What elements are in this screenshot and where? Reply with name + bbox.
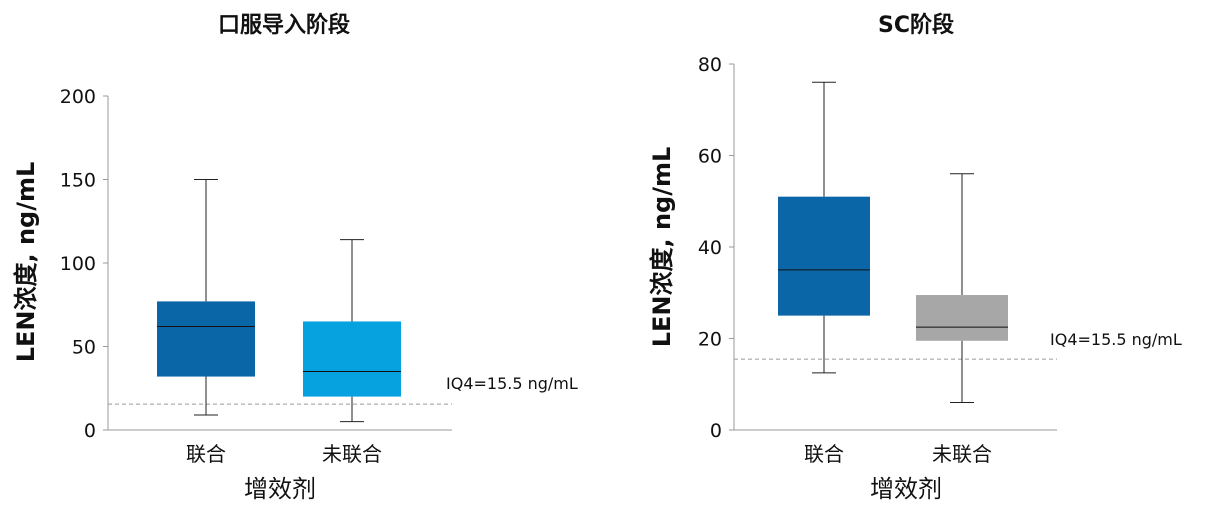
y-tick-label: 20 — [698, 329, 722, 351]
x-axis-label: 增效剂 — [870, 475, 942, 503]
box-0 — [778, 196, 870, 316]
box-0 — [157, 301, 255, 377]
chart-title: 口服导入阶段 — [218, 12, 350, 38]
y-axis-label: LEN浓度, ng/mL — [12, 162, 40, 363]
y-tick-label: 40 — [698, 237, 722, 259]
category-label: 联合 — [186, 442, 226, 466]
category-label: 未联合 — [322, 442, 382, 466]
chart-title: SC阶段 — [878, 12, 954, 38]
box-1 — [916, 295, 1008, 341]
y-tick-label: 80 — [698, 54, 722, 76]
y-tick-label: 200 — [60, 86, 96, 108]
box-1 — [303, 321, 401, 397]
y-tick-label: 0 — [710, 420, 722, 442]
reference-line-label: IQ4=15.5 ng/mL — [1050, 330, 1182, 349]
y-tick-label: 50 — [72, 337, 96, 359]
y-tick-label: 150 — [60, 170, 96, 192]
y-tick-label: 100 — [60, 253, 96, 275]
reference-line-label: IQ4=15.5 ng/mL — [446, 374, 578, 393]
x-axis-label: 增效剂 — [244, 475, 316, 503]
y-axis-label: LEN浓度, ng/mL — [648, 147, 676, 348]
y-tick-label: 0 — [84, 420, 96, 442]
y-tick-label: 60 — [698, 146, 722, 168]
category-label: 未联合 — [932, 442, 992, 466]
category-label: 联合 — [804, 442, 844, 466]
